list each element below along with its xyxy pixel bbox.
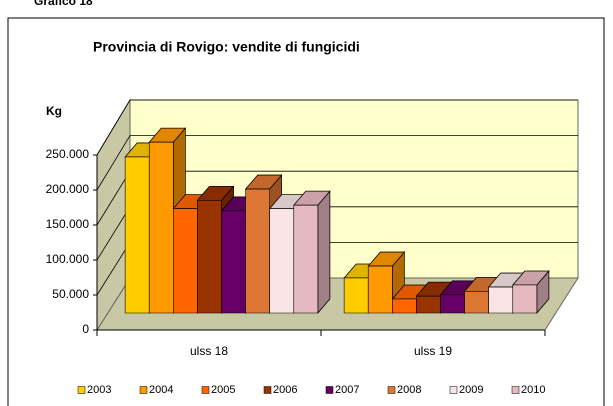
legend-label: 2005: [211, 384, 235, 396]
legend-swatch: [511, 386, 520, 394]
legend-label: 2010: [521, 384, 545, 396]
y-tick-label: 250.000: [46, 147, 90, 161]
legend-label: 2009: [459, 384, 483, 396]
bar-face: [392, 298, 417, 314]
bar-face: [317, 190, 331, 314]
grid-line: [96, 135, 578, 191]
frame: [7, 17, 605, 406]
legend-swatch: [325, 386, 334, 394]
y-tick-label: 0: [82, 322, 89, 336]
bar: [293, 190, 331, 314]
bar: [391, 284, 430, 314]
legend-swatch: [263, 386, 272, 394]
bar: [512, 270, 550, 314]
caption: Grafico 18: [34, 0, 93, 8]
bar-face: [367, 265, 393, 314]
y-tick-label: 150.000: [46, 217, 90, 231]
bar-face: [488, 286, 514, 314]
bar-face: [173, 208, 198, 314]
grid-line: [96, 99, 578, 156]
legend-label: 2007: [335, 384, 359, 396]
bar-face: [197, 200, 222, 314]
y-axis-label: Kg: [46, 104, 62, 118]
bar-face: [343, 277, 369, 314]
bar-face: [416, 295, 441, 314]
bar-face: [148, 141, 174, 314]
x-tick-label: ulss 18: [190, 344, 228, 358]
y-tick-label: 100.000: [46, 252, 90, 266]
bar-face: [269, 208, 295, 314]
legend-label: 2008: [397, 384, 421, 396]
legend-swatch: [449, 386, 458, 394]
x-tick-label: ulss 19: [414, 344, 452, 358]
bar-face: [245, 188, 270, 314]
bar-face: [440, 294, 465, 314]
legend-swatch: [139, 386, 148, 394]
legend-swatch: [77, 386, 86, 394]
legend-swatch: [201, 386, 210, 394]
bar-face: [512, 284, 538, 314]
y-tick-label: 200.000: [46, 182, 90, 196]
legend-label: 2004: [149, 384, 173, 396]
legend-label: 2003: [87, 384, 111, 396]
bar-face: [464, 290, 489, 314]
bar-face: [221, 210, 246, 314]
legend-label: 2006: [273, 384, 297, 396]
chart-title: Provincia di Rovigo: vendite di fungicid…: [93, 39, 360, 55]
bar-face: [293, 204, 319, 314]
bar-face: [124, 156, 150, 314]
y-tick-label: 50.000: [52, 287, 89, 301]
legend-swatch: [387, 386, 396, 394]
